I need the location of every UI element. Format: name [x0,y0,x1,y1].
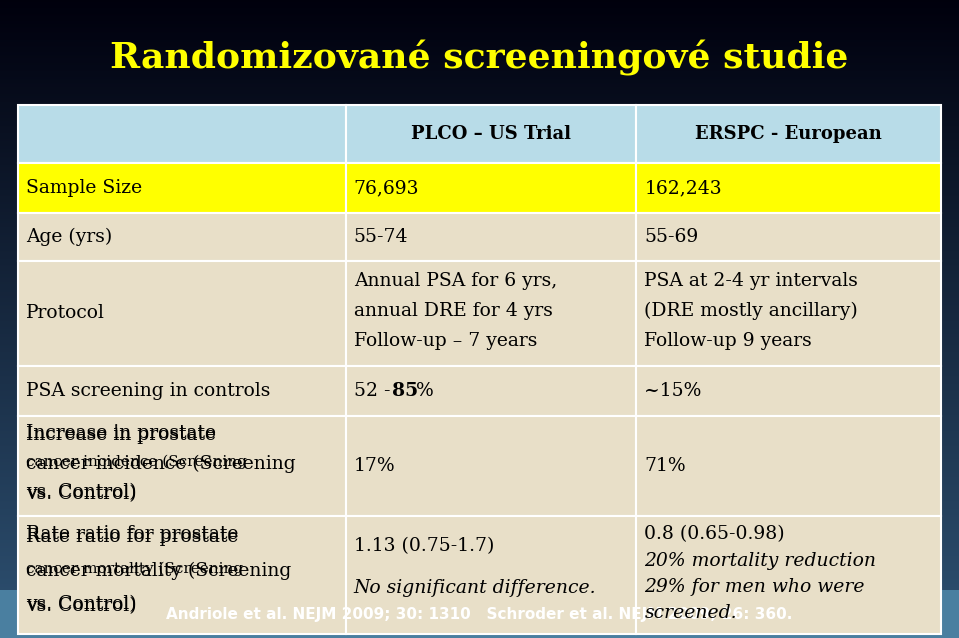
Bar [18,163,345,213]
Text: 0.8 (0.65-0.98): 0.8 (0.65-0.98) [644,526,785,544]
Bar [345,261,637,366]
Text: 20% mortality reduction: 20% mortality reduction [644,552,877,570]
Text: 85: 85 [391,382,418,400]
Bar [18,105,345,163]
Text: 52 -: 52 - [354,382,396,400]
Text: vs. Control): vs. Control) [26,485,136,503]
Text: PSA screening in controls: PSA screening in controls [26,382,270,400]
Bar [637,516,941,634]
Text: vs. Control): vs. Control) [26,597,136,615]
Text: Follow-up 9 years: Follow-up 9 years [644,332,812,350]
Bar [637,416,941,516]
Text: No significant difference.: No significant difference. [354,579,596,597]
Bar [637,163,941,213]
Text: Age (yrs): Age (yrs) [26,228,112,246]
Text: 162,243: 162,243 [644,179,722,197]
Text: cancer mortality (Screening: cancer mortality (Screening [26,561,292,580]
Text: vs. Control): vs. Control) [26,483,136,501]
Text: PLCO – US Trial: PLCO – US Trial [411,125,571,143]
Bar [637,213,941,261]
Text: Annual PSA for 6 yrs,: Annual PSA for 6 yrs, [354,272,557,290]
Bar [345,366,637,416]
Text: annual DRE for 4 yrs: annual DRE for 4 yrs [354,302,552,320]
Text: 17%: 17% [354,457,395,475]
Text: Rate ratio for prostate: Rate ratio for prostate [26,526,239,544]
Text: Andriole et al. NEJM 2009; 30: 1310   Schroder et al. NEJM 2009; 26: 360.: Andriole et al. NEJM 2009; 30: 1310 Schr… [166,607,793,621]
Bar [345,516,637,634]
Text: 71%: 71% [644,457,686,475]
Text: (DRE mostly ancillary): (DRE mostly ancillary) [644,302,858,320]
Text: Rate ratio for prostate: Rate ratio for prostate [26,528,239,545]
Text: 1.13 (0.75-1.7): 1.13 (0.75-1.7) [354,537,494,555]
Bar [345,105,637,163]
Text: 55-74: 55-74 [354,228,409,246]
Text: %: % [415,382,433,400]
Bar [0,590,959,638]
Text: ~15%: ~15% [644,382,702,400]
Text: cancer incidence (Screening: cancer incidence (Screening [26,454,246,469]
Text: Randomizované screeningové studie: Randomizované screeningové studie [110,40,849,76]
Bar [18,416,345,516]
Bar [345,213,637,261]
Bar [18,261,345,366]
Text: ERSPC - European: ERSPC - European [695,125,882,143]
Bar [637,261,941,366]
Bar [18,213,345,261]
Bar [18,516,345,634]
Bar [345,163,637,213]
Text: cancer mortality (Screening: cancer mortality (Screening [26,561,244,575]
Text: 76,693: 76,693 [354,179,419,197]
Text: 29% for men who were: 29% for men who were [644,578,865,596]
Text: cancer incidence (Screening: cancer incidence (Screening [26,454,295,473]
Text: Increase in prostate: Increase in prostate [26,424,216,442]
Bar [345,416,637,516]
Text: Sample Size: Sample Size [26,179,142,197]
Text: vs. Control): vs. Control) [26,595,136,613]
Text: screened.: screened. [644,604,737,622]
Bar [637,366,941,416]
Text: 55-69: 55-69 [644,228,699,246]
Text: PSA at 2-4 yr intervals: PSA at 2-4 yr intervals [644,272,858,290]
Text: Increase in prostate: Increase in prostate [26,426,216,444]
Text: Protocol: Protocol [26,304,105,322]
Text: Follow-up – 7 years: Follow-up – 7 years [354,332,537,350]
Bar [637,105,941,163]
Bar [18,366,345,416]
